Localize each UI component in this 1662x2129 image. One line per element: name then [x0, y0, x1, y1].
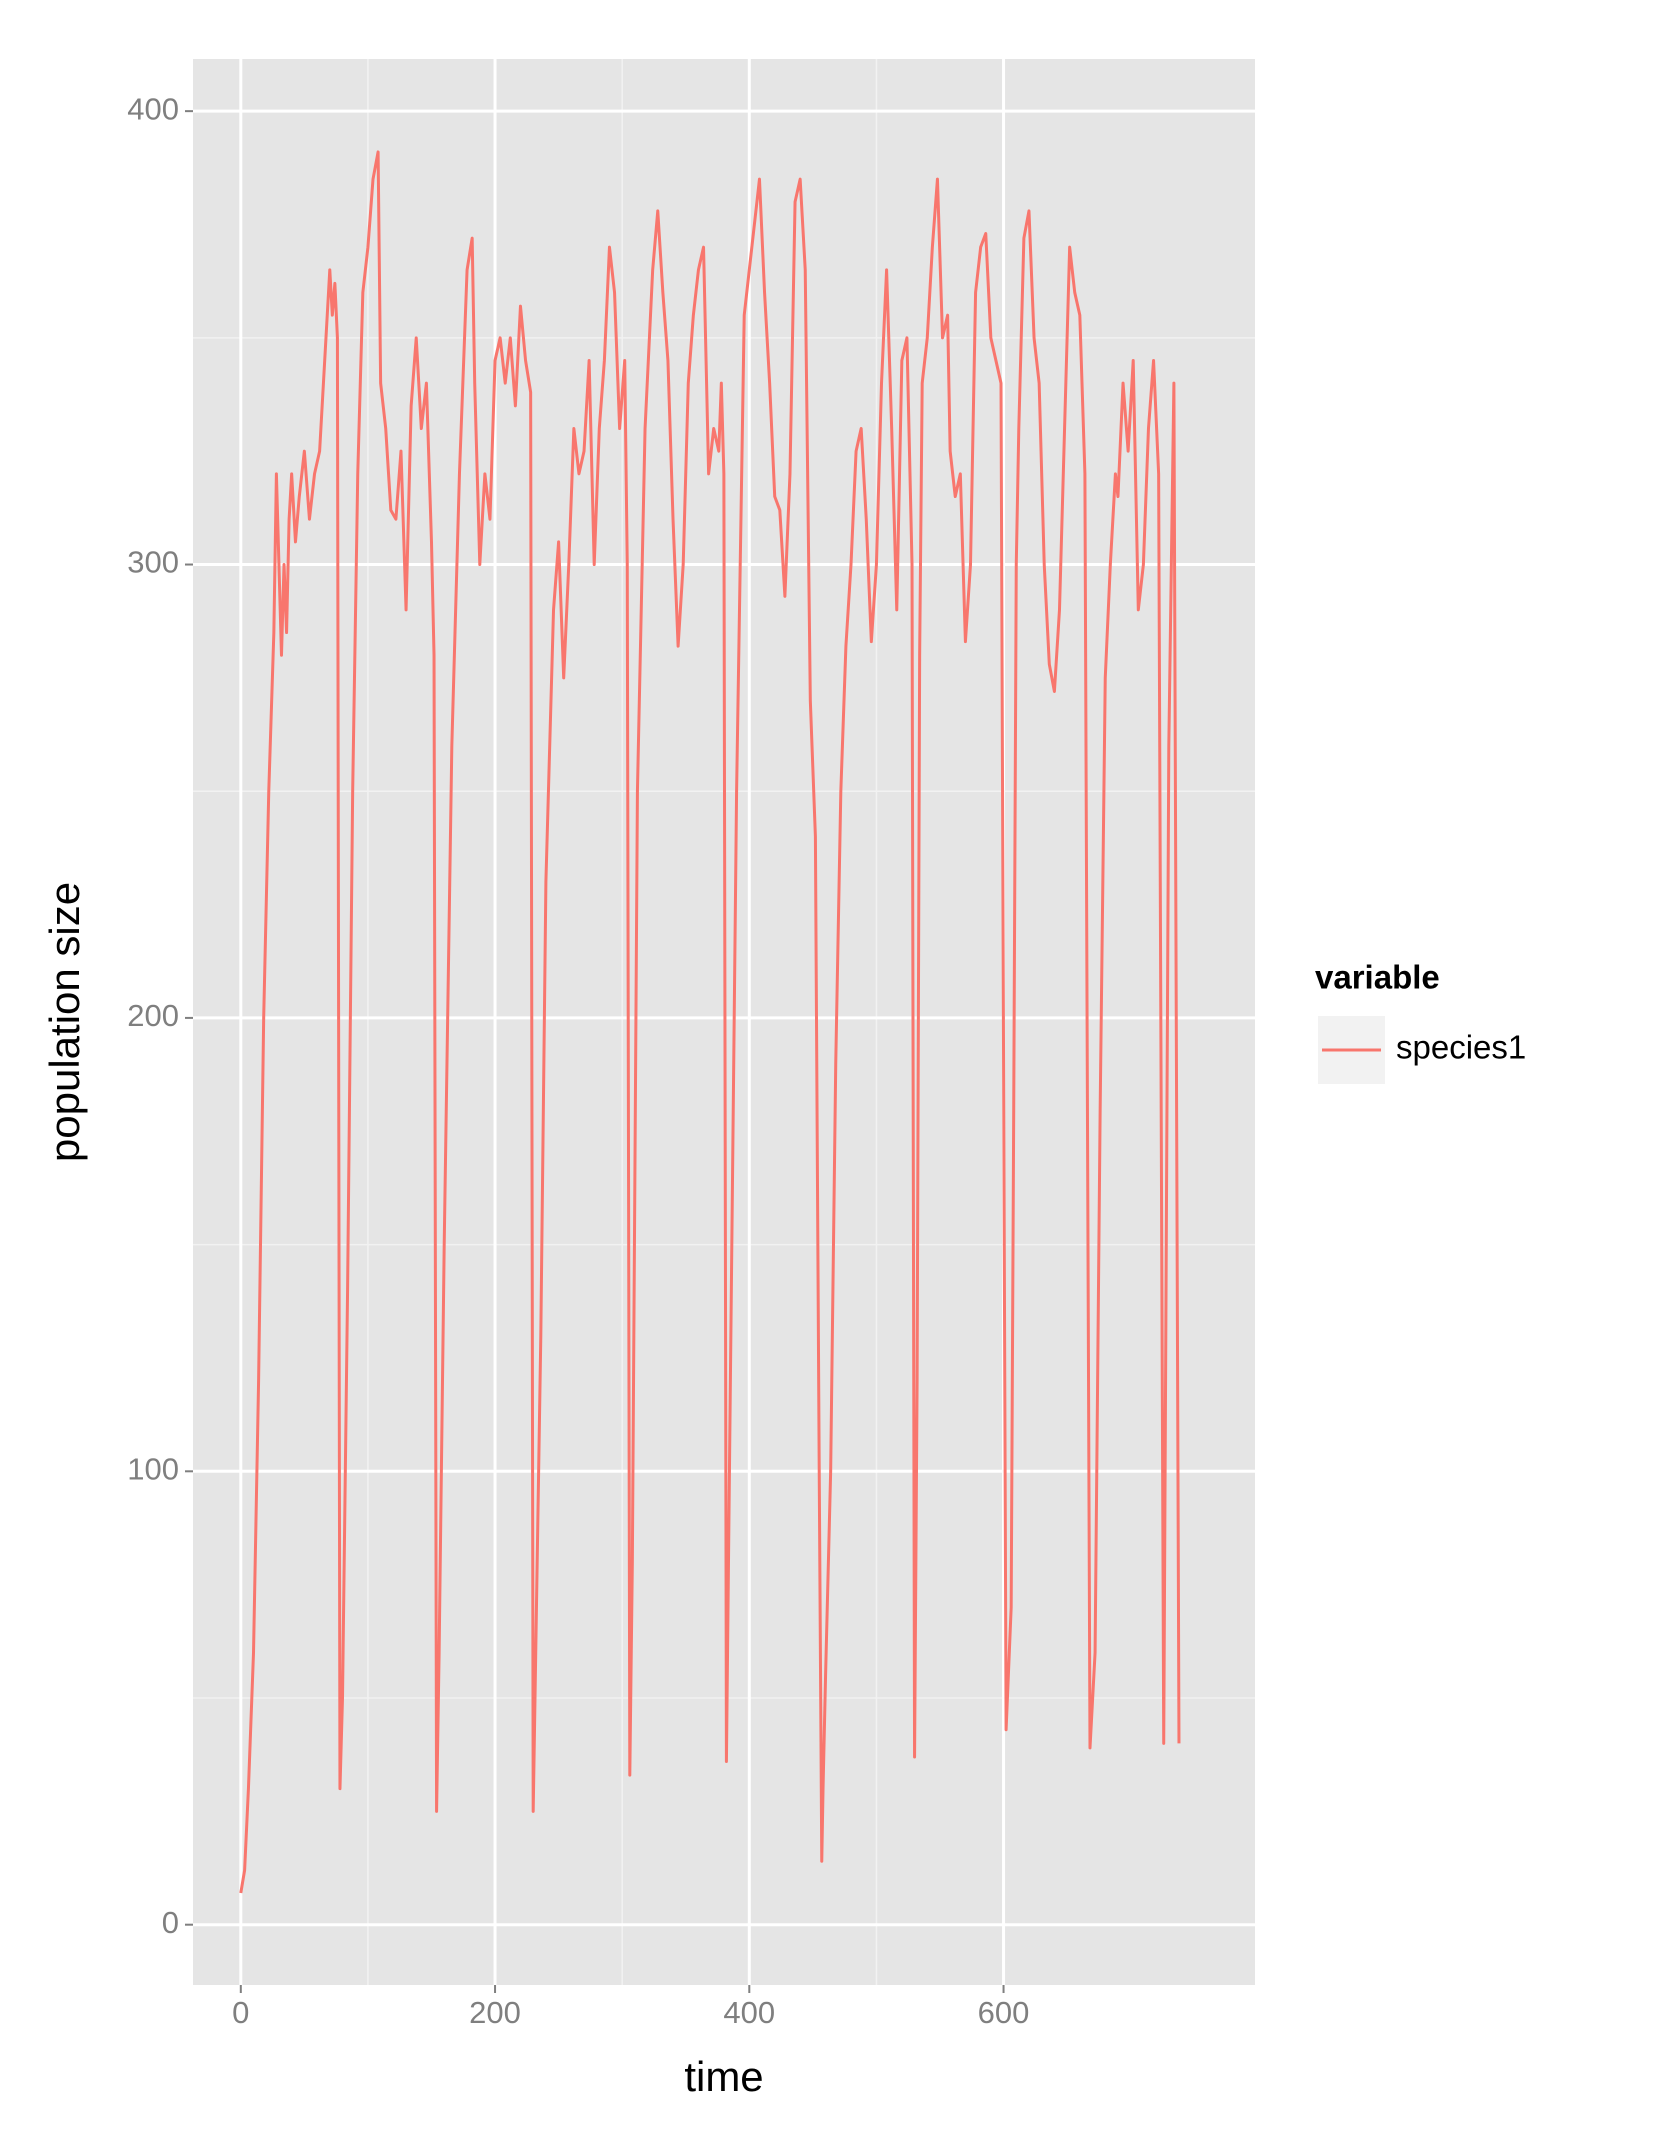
x-axis-title: time: [684, 2053, 763, 2100]
x-tick-label: 600: [978, 1995, 1030, 2030]
y-tick-label: 200: [127, 998, 179, 1033]
x-tick-label: 400: [723, 1995, 775, 2030]
data-line: [239, 150, 1181, 1894]
y-tick-label: 300: [127, 545, 179, 580]
y-tick-label: 0: [162, 1905, 179, 1940]
x-tick-label: 200: [469, 1995, 521, 2030]
y-tick-label: 100: [127, 1451, 179, 1486]
legend-title: variable: [1315, 959, 1440, 996]
x-tick-label: 0: [232, 1995, 249, 2030]
y-tick-label: 400: [127, 91, 179, 126]
legend-label: species1: [1396, 1029, 1526, 1066]
y-axis-title: population size: [41, 882, 88, 1162]
